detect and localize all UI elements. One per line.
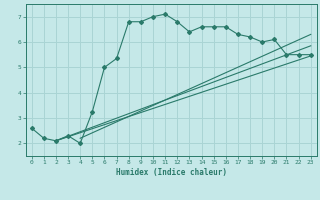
X-axis label: Humidex (Indice chaleur): Humidex (Indice chaleur) [116,168,227,177]
